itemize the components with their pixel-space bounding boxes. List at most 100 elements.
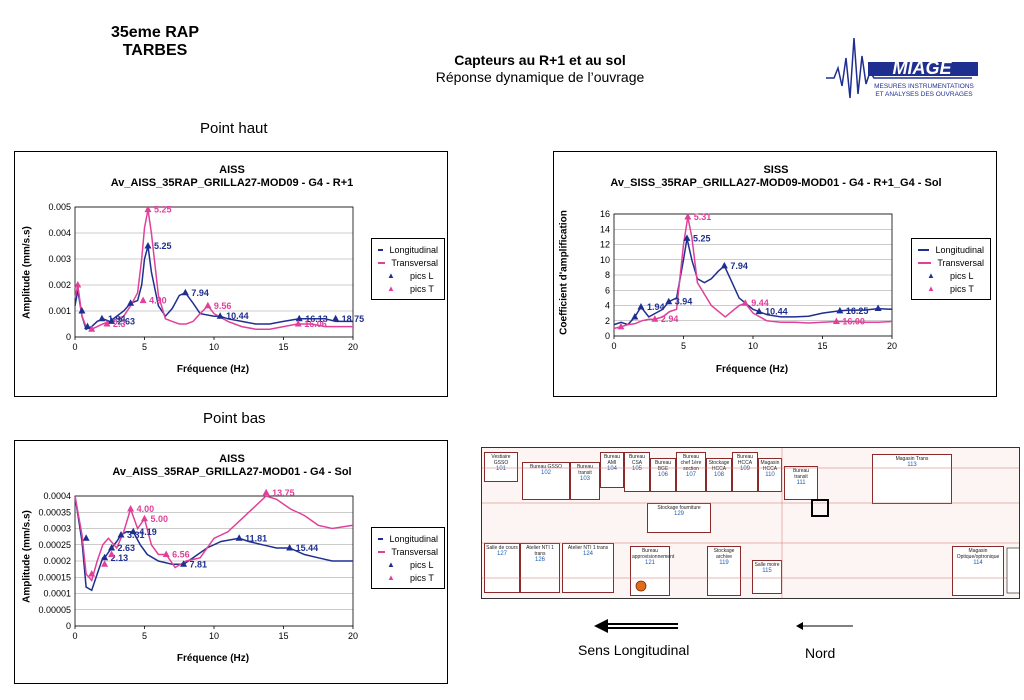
peak-label: 4.19 xyxy=(139,527,157,537)
room-label: Atelier NTI 1 trans xyxy=(526,545,554,557)
room-label: Salle de cours xyxy=(486,545,518,551)
peak-marker-l xyxy=(78,307,86,314)
peak-marker-t xyxy=(101,560,109,567)
peak-marker-l xyxy=(108,317,116,324)
room-label: Bureau approvisionnement xyxy=(632,548,675,560)
plot-frame xyxy=(74,206,354,338)
peak-label: 18.75 xyxy=(342,314,365,324)
peak-marker-t xyxy=(141,514,148,522)
legend-transversal: Transversal xyxy=(378,545,438,558)
room-label: Bureau BGE xyxy=(654,460,672,472)
series-line-longitudinal xyxy=(613,238,893,326)
y-tick-label: 14 xyxy=(600,224,610,234)
room-label: Magasin HCCA xyxy=(760,460,780,472)
peak-label: 11.81 xyxy=(245,533,267,543)
room-label: Atelier NTI 1 trans xyxy=(567,545,609,551)
chart-panel-siss: SISS Av_SISS_35RAP_GRILLA27-MOD09-MOD01 … xyxy=(553,151,997,397)
chart-title-line2: Av_SISS_35RAP_GRILLA27-MOD09-MOD01 - G4 … xyxy=(610,177,942,189)
legend-label: Transversal xyxy=(391,546,438,557)
peak-marker-t xyxy=(88,570,96,577)
y-tick-label: 16 xyxy=(600,209,610,219)
y-tick-label: 0.00015 xyxy=(38,572,71,582)
room-number: 110 xyxy=(765,472,775,478)
floor-plan-room: Bureau chef 1ère section 107 xyxy=(676,452,706,492)
floor-plan-room: Bureau transit 103 xyxy=(570,462,600,500)
peak-label: 15.44 xyxy=(296,543,319,553)
peak-marker-t xyxy=(262,488,270,496)
legend-label: Transversal xyxy=(937,257,984,268)
peak-marker-t xyxy=(651,315,659,322)
column-block xyxy=(811,499,829,517)
peak-label: 9.44 xyxy=(751,298,769,308)
chart-legend: Longitudinal Transversal ▲ pics L ▲ pics T xyxy=(371,238,445,300)
peak-marker-l xyxy=(720,261,728,269)
floor-plan-room: Bureau HCCA 109 xyxy=(732,452,758,492)
peak-label: 2.63 xyxy=(118,543,136,553)
room-number: 124 xyxy=(582,551,593,557)
peak-marker-l xyxy=(637,303,645,310)
y-tick-label: 0.005 xyxy=(48,202,71,212)
peak-marker-t xyxy=(88,325,96,332)
peak-marker-l xyxy=(144,242,152,249)
section-top-label: Point haut xyxy=(200,120,268,137)
peak-label: 1.94 xyxy=(647,302,665,312)
floor-plan-room: Bureau transit 111 xyxy=(784,466,818,500)
peak-marker-t xyxy=(832,317,840,325)
chart-legend: Longitudinal Transversal ▲ pics L ▲ pics T xyxy=(911,238,991,300)
chart-aiss-r1: 0 0.001 0.002 0.003 0.004 0.005 0 5 10 15 20 1.942.… xyxy=(48,202,365,352)
peak-marker-t xyxy=(144,205,152,213)
x-tick-label: 5 xyxy=(142,631,147,641)
peak-marker-l xyxy=(98,314,106,322)
sens-arrow xyxy=(594,619,678,633)
chart-title-line2: Av_AISS_35RAP_GRILLA27-MOD09 - G4 - R+1 xyxy=(110,177,354,189)
y-tick-label: 0.0001 xyxy=(43,589,71,599)
peak-label: 16.13 xyxy=(305,314,328,324)
x-tick-label: 15 xyxy=(278,631,288,641)
peak-label: 16.00 xyxy=(842,317,865,327)
floor-plan-room: Salle de cours 127 xyxy=(484,543,520,593)
page-title: Capteurs au R+1 et au sol xyxy=(454,52,626,68)
peak-label: 9.56 xyxy=(214,301,232,311)
legend-label: Longitudinal xyxy=(389,244,438,255)
peak-marker-l xyxy=(874,304,882,312)
room-number: 121 xyxy=(644,560,655,566)
x-tick-label: 15 xyxy=(817,341,827,351)
section-bottom-label: Point bas xyxy=(203,410,266,427)
chart-title-line1: AISS xyxy=(219,164,245,176)
floor-plan-grid xyxy=(482,448,1019,598)
peak-label: 4.00 xyxy=(137,504,155,514)
legend-longitudinal: Longitudinal xyxy=(378,532,438,545)
room-number: 102 xyxy=(540,470,551,476)
floor-plan-room: Salle moire 115 xyxy=(752,560,782,594)
y-tick-label: 0.0002 xyxy=(43,556,71,566)
peak-label: 5.25 xyxy=(693,233,711,243)
x-tick-label: 10 xyxy=(209,342,219,352)
peak-label: 5.31 xyxy=(694,212,712,222)
floor-plan-room: Bureau GSSO 102 xyxy=(522,462,570,500)
chart-title-line1: SISS xyxy=(763,164,789,176)
legend-label: Longitudinal xyxy=(389,533,438,544)
peak-marker-l xyxy=(117,531,125,538)
peak-label: 4.90 xyxy=(149,296,167,306)
logo-tagline2: ET ANALYSES DES OUVRAGES xyxy=(875,91,973,98)
chart-title: AISS Av_AISS_35RAP_GRILLA27-MOD01 - G4 -… xyxy=(15,453,449,479)
legend-label: Longitudinal xyxy=(935,244,984,255)
x-tick-label: 0 xyxy=(72,631,77,641)
peak-label: 2.3 xyxy=(113,319,126,329)
floor-plan-room: Stockage archive 119 xyxy=(707,546,741,596)
y-tick-label: 6 xyxy=(605,285,610,295)
peak-marker-t xyxy=(127,505,135,512)
peak-label: 3.94 xyxy=(675,297,693,307)
peak-marker-t xyxy=(74,281,82,288)
x-tick-label: 0 xyxy=(611,341,616,351)
peak-label: 5.00 xyxy=(151,514,169,524)
legend-pics-t: ▲ pics T xyxy=(387,572,434,583)
floor-plan-room: Bureau CSA 105 xyxy=(624,452,650,492)
peak-marker-l xyxy=(683,234,691,241)
room-label: Magasin Trans xyxy=(895,456,929,462)
legend-label: Transversal xyxy=(391,257,438,268)
y-tick-label: 0.004 xyxy=(48,228,71,238)
x-axis-label: Fréquence (Hz) xyxy=(176,653,250,664)
floor-plan-room: Magasin Optique/optronique 114 xyxy=(952,546,1004,596)
room-label: Stockage HCCA xyxy=(708,460,730,472)
